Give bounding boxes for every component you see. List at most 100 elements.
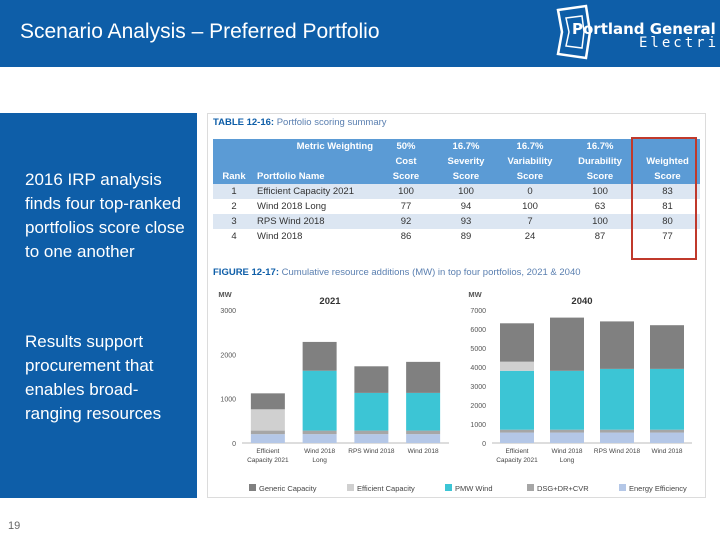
weighted-score-highlight [631, 137, 697, 260]
header-weighted: Weighted [635, 154, 700, 169]
chart-title: 2040 [571, 296, 592, 307]
x-tick-label: Efficient [256, 448, 279, 455]
header-severity: Severity [437, 154, 495, 169]
bar-segment [406, 392, 441, 431]
bar-segment [354, 430, 389, 435]
bar-segment [302, 430, 337, 435]
y-tick-label: 2000 [220, 352, 236, 359]
legend-label: PMW Wind [455, 484, 493, 493]
x-tick-label: Long [312, 457, 327, 464]
legend-label: Energy Efficiency [629, 484, 687, 493]
bar-segment [550, 370, 584, 430]
bar-segment [250, 409, 285, 431]
scoring-table: Metric Weighting 50% 16.7% 16.7% 16.7% C… [213, 139, 700, 244]
bar-segment [650, 432, 684, 443]
bar-segment [650, 325, 684, 369]
row-cost-score: 86 [375, 229, 437, 244]
table-row: 4 Wind 2018 86 89 24 87 77 [213, 229, 700, 244]
bar-segment [302, 370, 337, 431]
row-variability-score: 100 [495, 199, 565, 214]
row-severity-score: 89 [437, 229, 495, 244]
bar-segment [600, 321, 634, 369]
table-header-row1: Cost Severity Variability Durability Wei… [213, 154, 700, 169]
bar-segment [600, 368, 634, 430]
logo-line2: Electric [639, 35, 720, 51]
row-cost-score: 77 [375, 199, 437, 214]
bar-segment [650, 429, 684, 433]
header-variability: Variability [495, 154, 565, 169]
bar-segment [500, 429, 534, 433]
bar-segment [302, 341, 337, 371]
pge-logo [556, 4, 592, 60]
row-severity-score: 93 [437, 214, 495, 229]
table-caption: TABLE 12-16: Portfolio scoring summary [213, 117, 387, 128]
row-rank: 4 [213, 229, 255, 244]
row-durability-score: 87 [565, 229, 635, 244]
header-cost: Cost [375, 154, 437, 169]
header-score-durability: Score [565, 169, 635, 184]
bar-segment [500, 370, 534, 430]
row-variability-score: 0 [495, 184, 565, 199]
table-row: 1 Efficient Capacity 2021 100 100 0 100 … [213, 184, 700, 199]
bullet-finding: 2016 IRP analysis finds four top-ranked … [25, 170, 185, 261]
legend-swatch [527, 484, 534, 491]
resource-additions-charts: 2021 MW 0 1000 2000 3000 Efficient Capacity 202… [218, 290, 692, 493]
weight-variability: 16.7% [495, 139, 565, 154]
row-rank: 1 [213, 184, 255, 199]
y-axis-label: MW [468, 290, 482, 299]
x-tick-label: Efficient [505, 448, 528, 455]
row-portfolio-name: RPS Wind 2018 [255, 214, 375, 229]
x-tick-label: Wind 2018 [408, 448, 439, 455]
row-severity-score: 94 [437, 199, 495, 214]
legend-swatch [619, 484, 626, 491]
row-cost-score: 100 [375, 184, 437, 199]
y-tick-label: 3000 [220, 308, 236, 315]
slide-title: Scenario Analysis – Preferred Portfolio [20, 20, 380, 43]
table-header-row2: Rank Portfolio Name Score Score Score Sc… [213, 169, 700, 184]
header-score-severity: Score [437, 169, 495, 184]
row-variability-score: 24 [495, 229, 565, 244]
bar-segment [250, 430, 285, 435]
header-score-cost: Score [375, 169, 437, 184]
table-caption-text: Portfolio scoring summary [276, 117, 387, 128]
header-score-variability: Score [495, 169, 565, 184]
x-tick-label: Capacity 2021 [496, 457, 538, 464]
chart-title: 2021 [319, 296, 341, 307]
legend-swatch [249, 484, 256, 491]
table-weight-row: Metric Weighting 50% 16.7% 16.7% 16.7% [213, 139, 700, 154]
row-portfolio-name: Efficient Capacity 2021 [255, 184, 375, 199]
bar-segment [406, 434, 441, 443]
figure-caption-number: FIGURE 12-17: [213, 267, 279, 278]
row-portfolio-name: Wind 2018 [255, 229, 375, 244]
bar-segment [550, 317, 584, 371]
header-rank: Rank [213, 169, 255, 184]
slide-header: Scenario Analysis – Preferred Portfolio [0, 0, 720, 67]
row-rank: 3 [213, 214, 255, 229]
y-tick-label: 0 [232, 441, 236, 448]
weight-severity: 16.7% [437, 139, 495, 154]
header-portfolio-name: Portfolio Name [255, 169, 375, 184]
y-tick-label: 4000 [470, 365, 486, 372]
row-weighted-score: 83 [635, 184, 700, 199]
y-tick-label: 7000 [470, 308, 486, 315]
row-cost-score: 92 [375, 214, 437, 229]
legend-label: DSG+DR+CVR [537, 484, 589, 493]
bar-segment [302, 434, 337, 443]
x-tick-label: Wind 2018 [551, 448, 582, 455]
page-number: 19 [8, 520, 21, 532]
bar-segment [406, 361, 441, 393]
bar-segment [250, 434, 285, 443]
y-tick-label: 1000 [220, 397, 236, 404]
bar-segment [354, 392, 389, 431]
row-durability-score: 100 [565, 184, 635, 199]
row-weighted-score: 80 [635, 214, 700, 229]
x-tick-label: Capacity 2021 [247, 457, 289, 464]
figure-caption-text: Cumulative resource additions (MW) in to… [281, 267, 581, 278]
y-tick-label: 1000 [470, 422, 486, 429]
y-tick-label: 2000 [470, 403, 486, 410]
bar-segment [500, 432, 534, 443]
row-durability-score: 100 [565, 214, 635, 229]
x-tick-label: RPS Wind 2018 [348, 448, 395, 455]
x-tick-label: Wind 2018 [304, 448, 335, 455]
bar-segment [406, 430, 441, 435]
